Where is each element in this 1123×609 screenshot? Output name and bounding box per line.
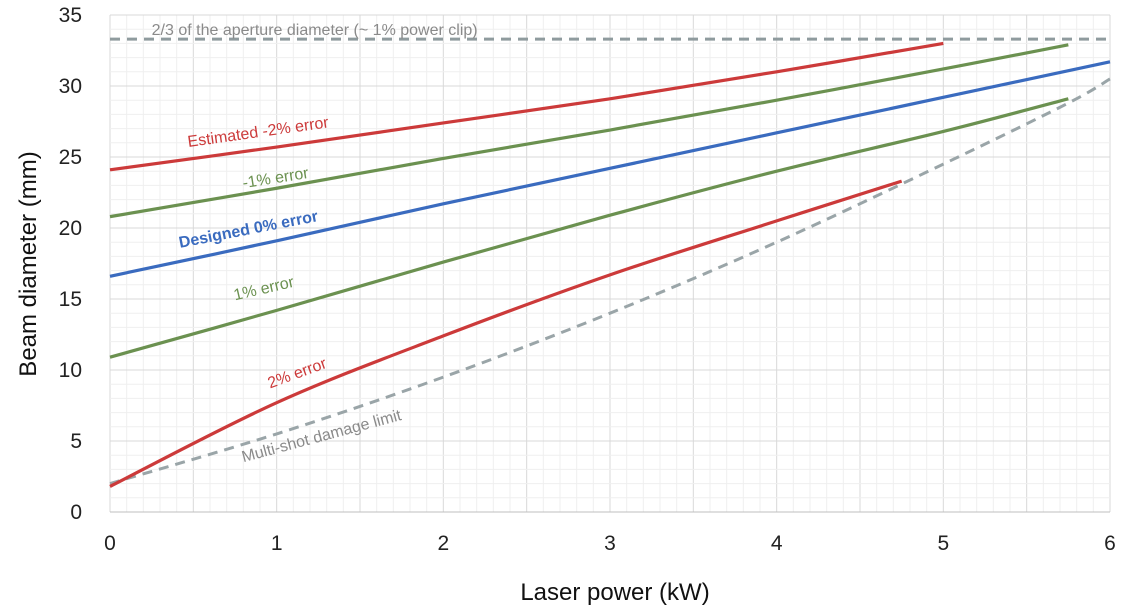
series-line-est_minus2 <box>109 41 944 172</box>
x-tick-label: 2 <box>437 532 449 555</box>
y-tick-label: 5 <box>70 430 82 453</box>
grid-lines <box>109 14 1111 513</box>
x-tick-label: 6 <box>1104 532 1116 555</box>
x-tick-label: 3 <box>604 532 616 555</box>
series-lines <box>109 37 1111 488</box>
y-tick-label: 30 <box>59 75 82 98</box>
series-line-plus1 <box>109 97 1069 359</box>
x-tick-label: 5 <box>937 532 949 555</box>
series-line-minus1 <box>109 43 1069 219</box>
y-tick-label: 25 <box>59 146 82 169</box>
x-axis-title: Laser power (kW) <box>520 579 709 606</box>
series-label: 2/3 of the aperture diameter (~ 1% power… <box>152 22 478 39</box>
series-line-plus2 <box>109 179 903 488</box>
series-labels: 2/3 of the aperture diameter (~ 1% power… <box>152 22 478 466</box>
y-tick-label: 15 <box>59 288 82 311</box>
y-axis-title: Beam diameter (mm) <box>15 151 42 376</box>
series-line-damage <box>109 77 1111 486</box>
x-tick-label: 1 <box>271 532 283 555</box>
y-tick-label: 0 <box>70 501 82 524</box>
x-tick-label: 4 <box>771 532 783 555</box>
series-line-designed0 <box>109 60 1111 278</box>
x-tick-label: 0 <box>104 532 116 555</box>
series-label: 2% error <box>266 355 330 392</box>
y-tick-label: 35 <box>59 4 82 27</box>
y-tick-label: 10 <box>59 359 82 382</box>
series-label: Estimated -2% error <box>187 114 331 151</box>
y-tick-label: 20 <box>59 217 82 240</box>
axes: 0 1 2 3 4 5 6 0 5 10 15 20 25 30 35 <box>59 4 1116 555</box>
series-label: 1% error <box>232 274 296 305</box>
